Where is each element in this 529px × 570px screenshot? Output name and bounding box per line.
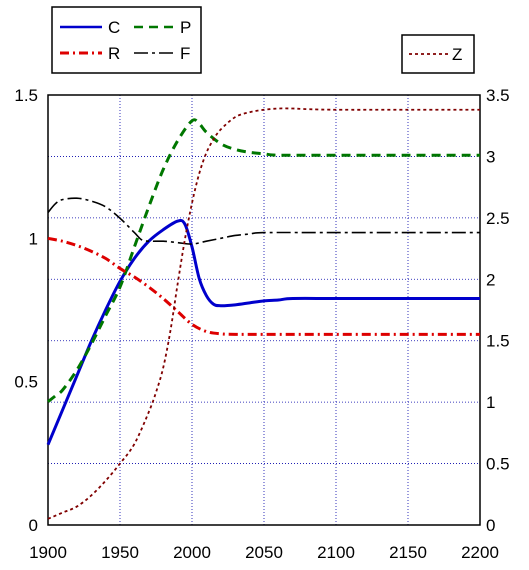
x-tick-label: 1900 [29,543,67,562]
y-tick-label: 1 [29,229,38,248]
y2-tick-label: 2 [486,270,495,289]
y2-tick-label: 3 [486,147,495,166]
y2-tick-label: 1 [486,393,495,412]
y-tick-label: 0 [29,516,38,535]
y2-tick-label: 0.5 [486,455,510,474]
x-tick-label: 2200 [461,543,499,562]
legend-label-r: R [108,44,120,63]
y-tick-label: 0.5 [14,373,38,392]
grid-lines [47,94,481,526]
y-tick-label: 1.5 [14,86,38,105]
x-tick-label: 1950 [101,543,139,562]
legend-label-z: Z [452,45,462,64]
legend-top-left: C P R F [51,6,202,74]
legend-box [401,34,475,74]
tick-labels: 1900 1950 2000 2050 2100 2150 2200 0 0.5 1 1.5 0 0.5… [14,86,509,562]
series-layer [46,107,480,520]
series-line-p [47,118,480,403]
x-tick-label: 2050 [245,543,283,562]
legend-top-right: Z [401,34,475,74]
legend-box [51,6,202,74]
series-line-r [47,236,480,336]
y2-tick-label: 2.5 [486,209,510,228]
x-tick-label: 2100 [317,543,355,562]
x-tick-label: 2000 [173,543,211,562]
series-line-z [47,107,480,520]
y2-tick-label: 3.5 [486,86,510,105]
legend-label-p: P [180,18,191,37]
legend-label-f: F [180,44,190,63]
y2-tick-label: 0 [486,516,495,535]
series-line-c [46,218,480,446]
plot-area-frame [47,94,481,526]
x-tick-label: 2150 [389,543,427,562]
legend-label-c: C [108,18,120,37]
series-line-f [47,197,480,245]
y2-tick-label: 1.5 [486,332,510,351]
